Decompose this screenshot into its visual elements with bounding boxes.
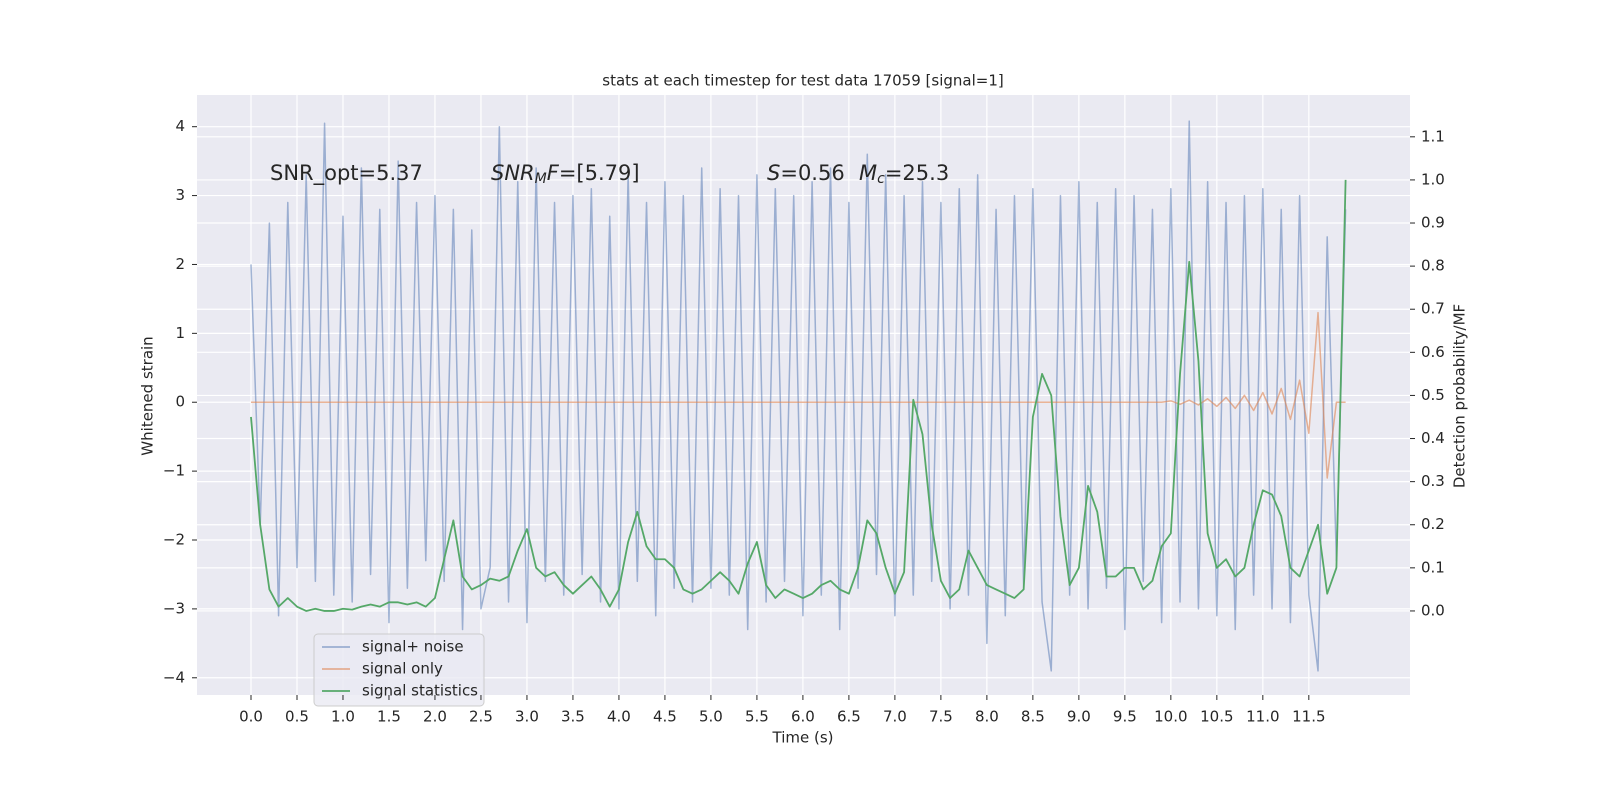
y2-tick-label: 0.9 (1421, 214, 1445, 232)
series-line (250, 179, 1347, 612)
x-tick-label: 4.0 (607, 708, 631, 726)
y2-axis-label: Detection probability/MF (1451, 304, 1469, 488)
y2-tick-label: 0.5 (1421, 386, 1445, 404)
x-tick-label: 0.0 (239, 708, 263, 726)
y2-tick-label: 0.7 (1421, 300, 1445, 318)
x-tick-label: 11.0 (1246, 708, 1279, 726)
x-tick-label: 5.5 (745, 708, 769, 726)
x-tick-label: 3.5 (561, 708, 585, 726)
y2-tick-label: 1.0 (1421, 170, 1445, 188)
y2-tick-label: 0.6 (1421, 343, 1445, 361)
y-tick-label: 2 (175, 255, 185, 273)
x-axis-label: Time (s) (772, 729, 834, 747)
marks (250, 120, 1347, 672)
legend-label: signal+ noise (362, 638, 464, 656)
y-tick-label: −4 (163, 668, 185, 686)
x-tick-label: 7.5 (929, 708, 953, 726)
legend-label: signal only (362, 660, 443, 678)
annotation-sub: c (877, 171, 885, 187)
annotation-part: =25.3 (885, 161, 949, 185)
x-tick-label: 6.5 (837, 708, 861, 726)
x-tick-label: 8.5 (1021, 708, 1045, 726)
annotation: Mc=25.3 (859, 161, 949, 187)
annotation-part: =0.56 (780, 161, 844, 185)
annotation: SNRMF=[5.79] (491, 161, 640, 187)
x-tick-label: 11.5 (1292, 708, 1325, 726)
y2-tick-label: 0.3 (1421, 472, 1445, 490)
x-tick-label: 2.0 (423, 708, 447, 726)
y2-tick-label: 0.2 (1421, 515, 1445, 533)
annotation-part: F (547, 161, 560, 185)
annotation-part: M (859, 161, 877, 185)
x-tick-label: 7.0 (883, 708, 907, 726)
x-tick-label: 10.0 (1154, 708, 1187, 726)
x-tick-label: 1.5 (377, 708, 401, 726)
y-tick-label: 0 (175, 393, 185, 411)
x-tick-label: 4.5 (653, 708, 677, 726)
x-tick-label: 8.0 (975, 708, 999, 726)
y-tick-label: −3 (163, 599, 185, 617)
y-tick-label: −2 (163, 531, 185, 549)
annotation-part: SNR (491, 161, 535, 185)
y2-tick-label: 0.1 (1421, 558, 1445, 576)
y2-tick-label: 0.8 (1421, 257, 1445, 275)
x-tick-label: 1.0 (331, 708, 355, 726)
annotation-sub: M (535, 171, 547, 187)
y-axis-label: Whitened strain (139, 336, 157, 455)
x-tick-label: 5.0 (699, 708, 723, 726)
x-tick-label: 6.0 (791, 708, 815, 726)
y2-tick-label: 0.0 (1421, 601, 1445, 619)
annotation-part: S (767, 161, 780, 185)
legend: signal+ noise signal only signal statistic… (313, 633, 485, 707)
y-tick-label: −1 (163, 462, 185, 480)
annotation-part: =[5.79] (559, 161, 640, 185)
y-tick-label: 1 (175, 324, 185, 342)
chart-title: stats at each timestep for test data 170… (602, 72, 1003, 90)
y-tick-label: 3 (175, 186, 185, 204)
x-tick-label: 3.0 (515, 708, 539, 726)
annotation: S=0.56 (767, 161, 845, 185)
legend-label: signal statistics (362, 682, 478, 700)
x-tick-label: 9.5 (1113, 708, 1137, 726)
x-tick-label: 2.5 (469, 708, 493, 726)
y2-tick-label: 0.4 (1421, 429, 1445, 447)
x-tick-label: 9.0 (1067, 708, 1091, 726)
series-line (250, 311, 1346, 479)
y-tick-label: 4 (175, 117, 185, 135)
y2-tick-label: 1.1 (1421, 127, 1445, 145)
x-tick-label: 0.5 (285, 708, 309, 726)
legend-box (313, 633, 485, 707)
x-tick-label: 10.5 (1200, 708, 1233, 726)
annotation: SNR_opt=5.37 (270, 161, 423, 186)
series-line (250, 120, 1347, 672)
